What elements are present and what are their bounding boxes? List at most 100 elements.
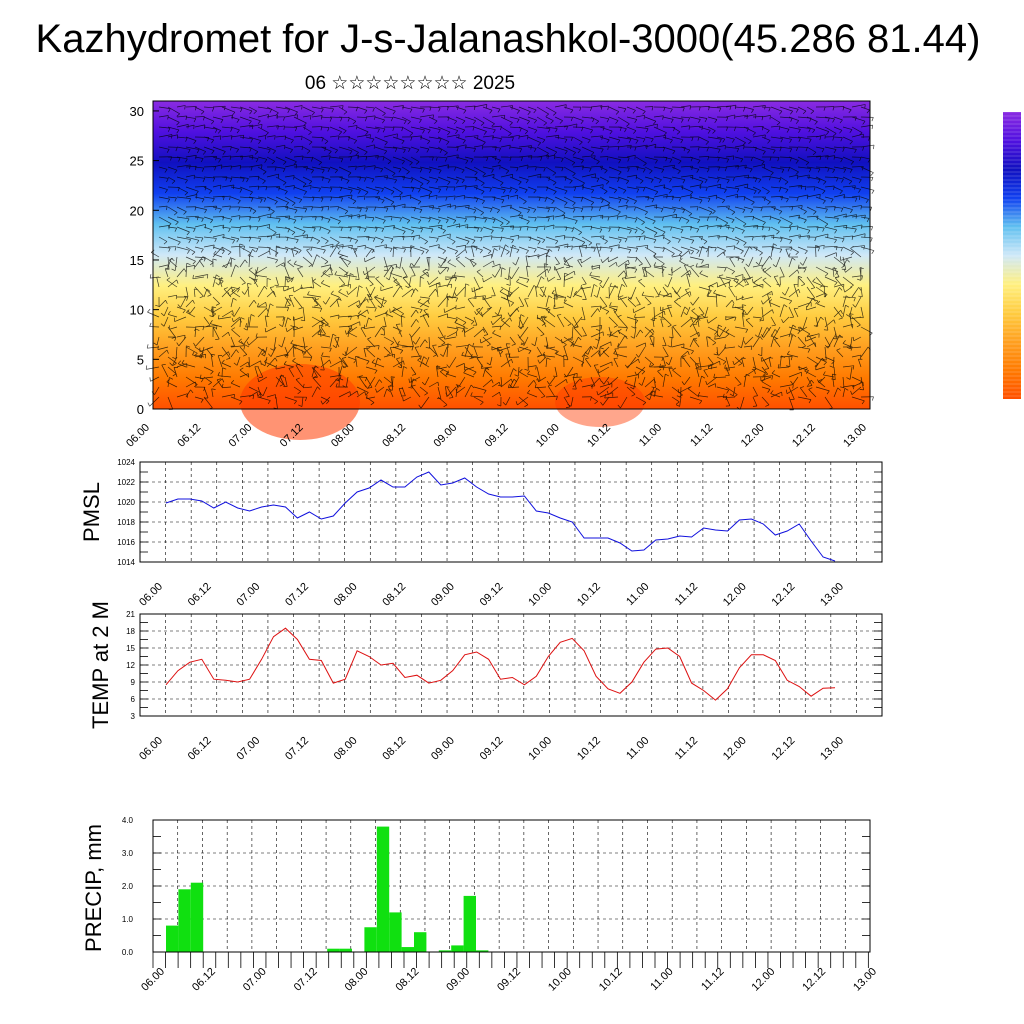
wind-barb [555,128,558,133]
wind-barb [672,367,677,371]
wind-barb [775,256,781,268]
wind-barb [741,230,745,234]
wind-barb [518,216,530,222]
wind-barb [799,326,804,330]
wind-barb [255,333,258,338]
wind-barb [653,146,665,149]
wind-barb [482,260,494,268]
wind-barb [849,366,853,380]
wind-barb [266,308,269,312]
colorbar [1003,112,1021,399]
wind-barb [194,396,204,400]
wind-barb [287,109,290,114]
wind-barb [823,106,826,111]
wind-barb [185,146,200,150]
wind-barb [365,106,375,109]
wind-barb [177,241,181,246]
wind-barb [716,324,719,338]
wind-barb [226,357,231,360]
wind-barb [853,336,862,342]
wind-barb [311,169,314,174]
wind-barb [567,323,572,326]
wind-barb [302,336,306,348]
wind-barb [769,215,772,221]
wind-barb [427,300,430,305]
wind-barb [228,332,230,337]
wind-barb [490,230,494,234]
wind-barb [663,235,665,240]
wind-barb [815,386,830,392]
wind-barb [482,235,493,238]
wind-barb [527,392,538,398]
x-tick-label: 10.12 [575,581,603,609]
wind-barb [851,396,865,402]
wind-barb [238,341,250,348]
wind-barb [788,106,799,110]
x-tick-label: 06.00 [124,422,152,450]
wind-barb [392,127,395,132]
wind-barb [630,336,635,339]
wind-barb [751,201,755,206]
wind-barb [590,135,603,138]
wind-barb [714,247,717,252]
wind-barb [549,266,552,271]
wind-barb [762,279,772,288]
wind-barb [671,156,682,162]
wind-barb [860,306,864,318]
wind-barb [158,134,173,138]
wind-barb [865,199,869,203]
wind-barb [643,266,648,270]
x-tick-label: 06.00 [137,581,165,609]
wind-barb [506,251,510,255]
wind-barb [516,249,520,254]
wind-barb [563,245,573,248]
wind-barb [665,373,669,377]
wind-barb [464,185,478,188]
wind-barb [563,373,567,378]
wind-barb [716,145,726,148]
wind-barb [797,336,806,347]
wind-barb [644,176,654,180]
wind-barb [439,266,448,275]
wind-barb [726,126,729,131]
wind-barb [403,149,406,154]
wind-barb [238,338,242,342]
wind-barb [177,360,182,364]
wind-barb [229,205,231,210]
wind-barb [752,366,766,374]
wind-barb [518,135,529,138]
wind-barb [437,156,447,159]
wind-barb [743,242,747,246]
wind-barb [446,386,454,398]
wind-barb [815,196,826,201]
wind-barb [808,385,813,387]
wind-barb [617,259,629,268]
wind-barb [264,286,268,290]
wind-barb [533,109,537,114]
wind-barb [563,346,569,360]
wind-barb [536,326,545,335]
wind-barb [779,166,790,169]
wind-barb [761,234,775,238]
wind-barb [752,386,758,396]
wind-barb [284,216,297,221]
wind-barb [858,195,861,200]
wind-barb [200,248,204,253]
wind-barb [644,211,648,216]
wind-barb [738,363,743,366]
wind-barb [625,276,637,279]
wind-barb [192,260,196,265]
wind-barb [355,152,359,156]
wind-barb [779,146,792,150]
wind-barb [214,166,217,171]
wind-barb [274,166,277,171]
wind-barb [419,296,430,299]
wind-barb [746,127,749,132]
wind-barb [596,391,599,396]
wind-barb [434,120,438,125]
wind-barb [630,286,637,300]
wind-barb [203,288,208,298]
wind-barb [446,275,454,288]
wind-barb [518,196,527,202]
wind-barb [163,306,169,317]
